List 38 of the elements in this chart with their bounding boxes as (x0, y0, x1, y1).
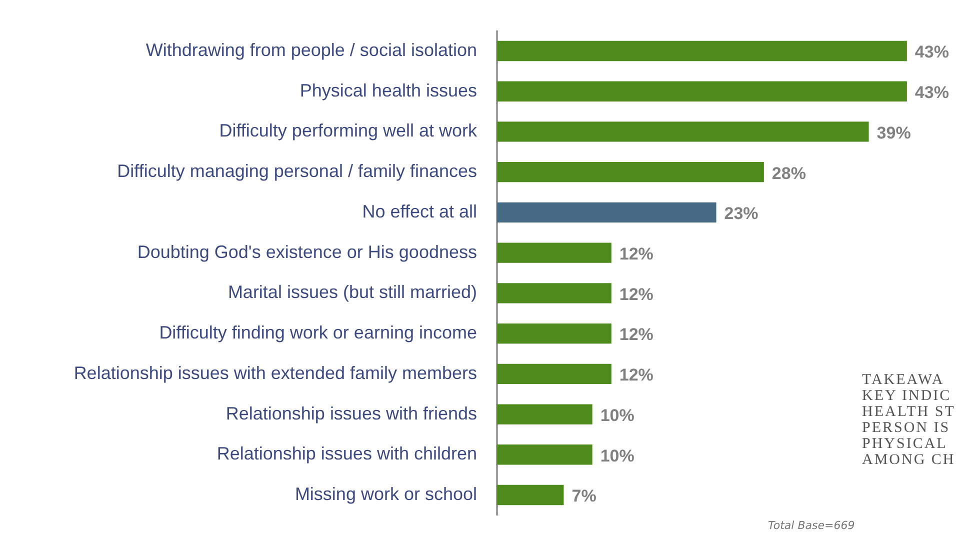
bar (497, 364, 612, 384)
y-tick-label: Difficulty managing personal / family finances (117, 161, 477, 182)
bar (497, 40, 907, 62)
bar (497, 444, 592, 465)
data-label: 12% (619, 244, 654, 264)
y-tick-label: Missing work or school (294, 484, 477, 504)
data-label: 12% (619, 325, 654, 344)
data-label: 12% (619, 284, 654, 304)
bar (497, 323, 612, 344)
data-label: 10% (600, 406, 634, 425)
bar (497, 242, 612, 263)
y-tick-label: Relationship issues with children (216, 444, 477, 464)
y-tick-label: No effect at all (362, 201, 477, 222)
y-tick-label: Difficulty finding work or earning income (159, 322, 477, 343)
bar (497, 162, 764, 182)
bar (497, 202, 716, 223)
bar (497, 404, 592, 424)
data-label: 28% (772, 164, 806, 183)
y-tick-label: Relationship issues with extended family members (74, 362, 477, 383)
y-tick-label: Doubting God's existence or His goodness (137, 242, 477, 262)
bar (497, 122, 869, 142)
data-label: 43% (914, 83, 949, 102)
y-tick-label: Physical health issues (300, 80, 477, 100)
text: Total Base=669 (768, 519, 855, 532)
data-label: 43% (914, 42, 949, 62)
data-label: 39% (876, 123, 911, 142)
y-tick-label: Marital issues (but still married) (228, 282, 477, 302)
data-label: 10% (600, 446, 634, 466)
annotation: TAKEAWA KEY INDIC HEALTH ST PERSON IS PHYSICAL AMONG CH (862, 372, 956, 468)
y-tick-label: Relationship issues with friends (226, 403, 477, 424)
data-label: 7% (572, 486, 596, 506)
y-tick-label: Difficulty performing well at work (219, 120, 478, 141)
bar (497, 484, 564, 506)
y-tick-label: Withdrawing from people / social isolation (146, 40, 477, 60)
data-label: 12% (619, 366, 654, 385)
data-label: 23% (724, 204, 758, 224)
bar (497, 81, 907, 102)
bar (497, 283, 612, 304)
